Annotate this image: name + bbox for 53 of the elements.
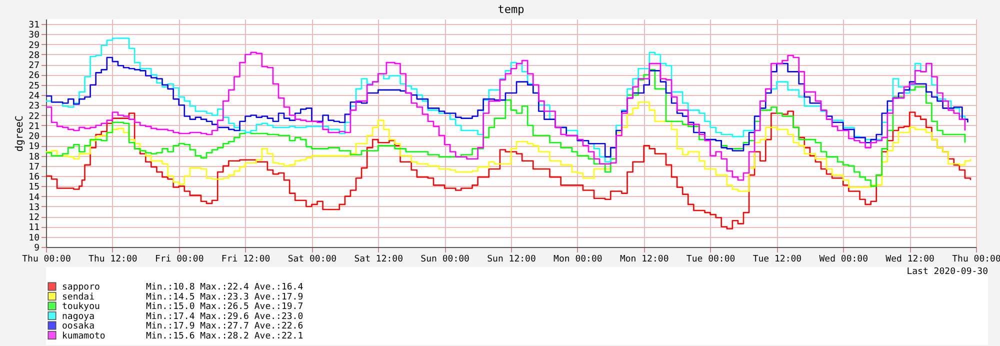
x-tick-label: Tue 12:00 [752, 254, 802, 264]
y-tick-label: 22 [28, 112, 40, 122]
y-axis-title: dgreeC [14, 115, 26, 152]
legend-label: kumamoto [62, 331, 106, 342]
x-tick-label: Sat 12:00 [354, 254, 404, 264]
y-tick-label: 19 [28, 142, 40, 152]
text: Min.:17.4 Max.:29.6 Ave.:23.0 [146, 312, 304, 322]
y-tick-label: 21 [28, 122, 40, 132]
x-tick-label: Wed 12:00 [886, 254, 934, 264]
y-tick-label: 27 [28, 61, 40, 72]
y-tick-label: 13 [28, 202, 40, 213]
x-tick-label: Thu 12:00 [88, 254, 138, 264]
x-tick-label: Wed 00:00 [819, 254, 868, 264]
x-tick-label: Mon 12:00 [620, 254, 669, 264]
legend-label: sendai [62, 292, 95, 302]
x-tick-label: Sun 00:00 [420, 254, 470, 264]
x-tick-label: Thu 00:00 [952, 254, 1000, 264]
x-tick-label: Thu 00:00 [22, 254, 71, 264]
legend-label: nagoya [62, 312, 95, 322]
y-tick-label: 14 [28, 192, 40, 203]
y-tick-label: 9 [34, 244, 40, 254]
x-tick-label: Tue 00:00 [686, 254, 736, 264]
y-tick-label: 28 [28, 50, 40, 61]
y-tick-label: 26 [28, 71, 40, 82]
chart-title: temp [498, 3, 524, 16]
x-tick-label: Fri 12:00 [221, 254, 270, 264]
y-tick-label: 25 [28, 81, 40, 92]
text: Min.:10.8 Max.:22.4 Ave.:16.4 [146, 282, 304, 292]
y-tick-label: 18 [28, 152, 40, 162]
text: Last 2020-09-30 [906, 267, 988, 277]
x-tick-label: Fri 00:00 [154, 254, 204, 264]
y-tick-label: 20 [28, 132, 40, 142]
text: Min.:15.6 Max.:28.2 Ave.:22.1 [146, 331, 304, 342]
x-tick-label: Sat 00:00 [288, 254, 337, 264]
y-tick-label: 16 [28, 172, 40, 183]
y-tick-label: 30 [28, 30, 40, 41]
text: Min.:17.9 Max.:27.7 Ave.:22.6 [146, 322, 304, 332]
y-tick-label: 31 [28, 20, 40, 31]
y-tick-label: 17 [28, 162, 40, 172]
x-tick-label: Sun 12:00 [487, 254, 536, 264]
y-tick-label: 23 [28, 102, 40, 112]
y-tick-label: 24 [28, 92, 40, 102]
y-tick-label: 11 [28, 223, 40, 234]
legend-label: sapporo [62, 282, 100, 292]
text: Min.:14.5 Max.:23.3 Ave.:17.9 [146, 292, 304, 302]
text: Min.:15.0 Max.:26.5 Ave.:19.7 [146, 302, 304, 312]
x-tick-label: Mon 00:00 [554, 254, 602, 264]
y-tick-label: 29 [28, 40, 40, 51]
legend-label: oosaka [62, 322, 95, 332]
y-tick-label: 15 [28, 182, 40, 193]
y-tick-label: 10 [28, 233, 40, 244]
y-tick-label: 12 [28, 213, 40, 224]
legend-label: toukyou [62, 302, 100, 312]
